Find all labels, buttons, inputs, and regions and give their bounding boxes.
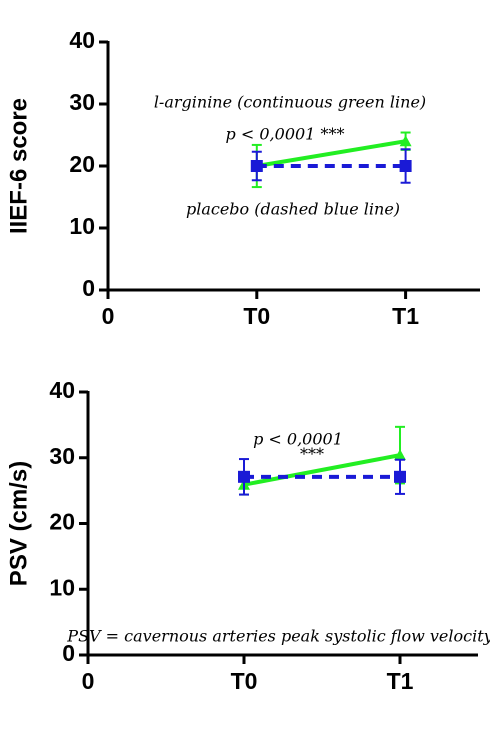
y-tick-label: 20 [69,151,95,177]
marker [394,449,406,461]
marker [399,135,412,147]
marker [238,470,250,483]
annotation: p < 0,0001 [253,430,343,449]
x-tick-label: T0 [243,303,270,329]
marker [250,160,263,172]
y-tick-label: 0 [62,640,75,666]
y-tick-label: 0 [82,275,95,301]
y-axis-label: IIEF-6 score [5,98,32,234]
x-tick-label: 0 [82,668,95,694]
x-tick-label: T0 [231,668,258,694]
marker [399,160,412,172]
x-tick-label: 0 [102,303,115,329]
series-line [243,453,401,487]
y-tick-label: 10 [49,574,75,600]
annotation: PSV = cavernous arteries peak systolic f… [66,627,490,646]
y-tick-label: 40 [49,377,75,403]
y-axis-label: PSV (cm/s) [5,461,32,586]
y-tick-label: 40 [69,27,95,53]
annotation: *** [300,445,324,464]
y-tick-label: 10 [69,213,95,239]
x-tick-label: T1 [392,303,419,329]
series-line [256,139,406,168]
annotation: placebo (dashed blue line) [186,200,400,219]
x-tick-label: T1 [387,668,414,694]
annotation: l-arginine (continuous green line) [154,93,426,112]
marker [394,470,406,483]
y-tick-label: 30 [49,443,75,469]
annotation: p < 0,0001 *** [226,125,345,144]
y-tick-label: 30 [69,89,95,115]
y-tick-label: 20 [49,509,75,535]
